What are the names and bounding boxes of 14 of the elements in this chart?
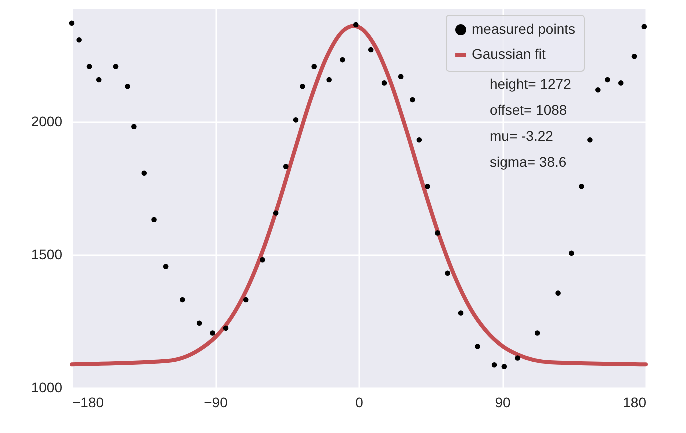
y-tick-label: 1500 bbox=[31, 246, 63, 263]
x-tick-label: 180 bbox=[623, 394, 647, 410]
x-tick-label: −180 bbox=[72, 394, 104, 410]
x-tick-label: −90 bbox=[204, 394, 228, 410]
legend-label: Gaussian fit bbox=[472, 46, 546, 62]
x-tick-label: 90 bbox=[495, 394, 511, 410]
legend-label: measured points bbox=[472, 21, 576, 37]
x-tick-label: 0 bbox=[356, 394, 364, 410]
y-tick-label: 2000 bbox=[31, 114, 63, 130]
annotation: mu= -3.22 bbox=[490, 128, 554, 144]
y-tick-label: 1000 bbox=[31, 380, 63, 396]
annotation: height= 1272 bbox=[490, 76, 572, 92]
annotation: offset= 1088 bbox=[490, 102, 568, 118]
annotation: sigma= 38.6 bbox=[490, 154, 567, 170]
